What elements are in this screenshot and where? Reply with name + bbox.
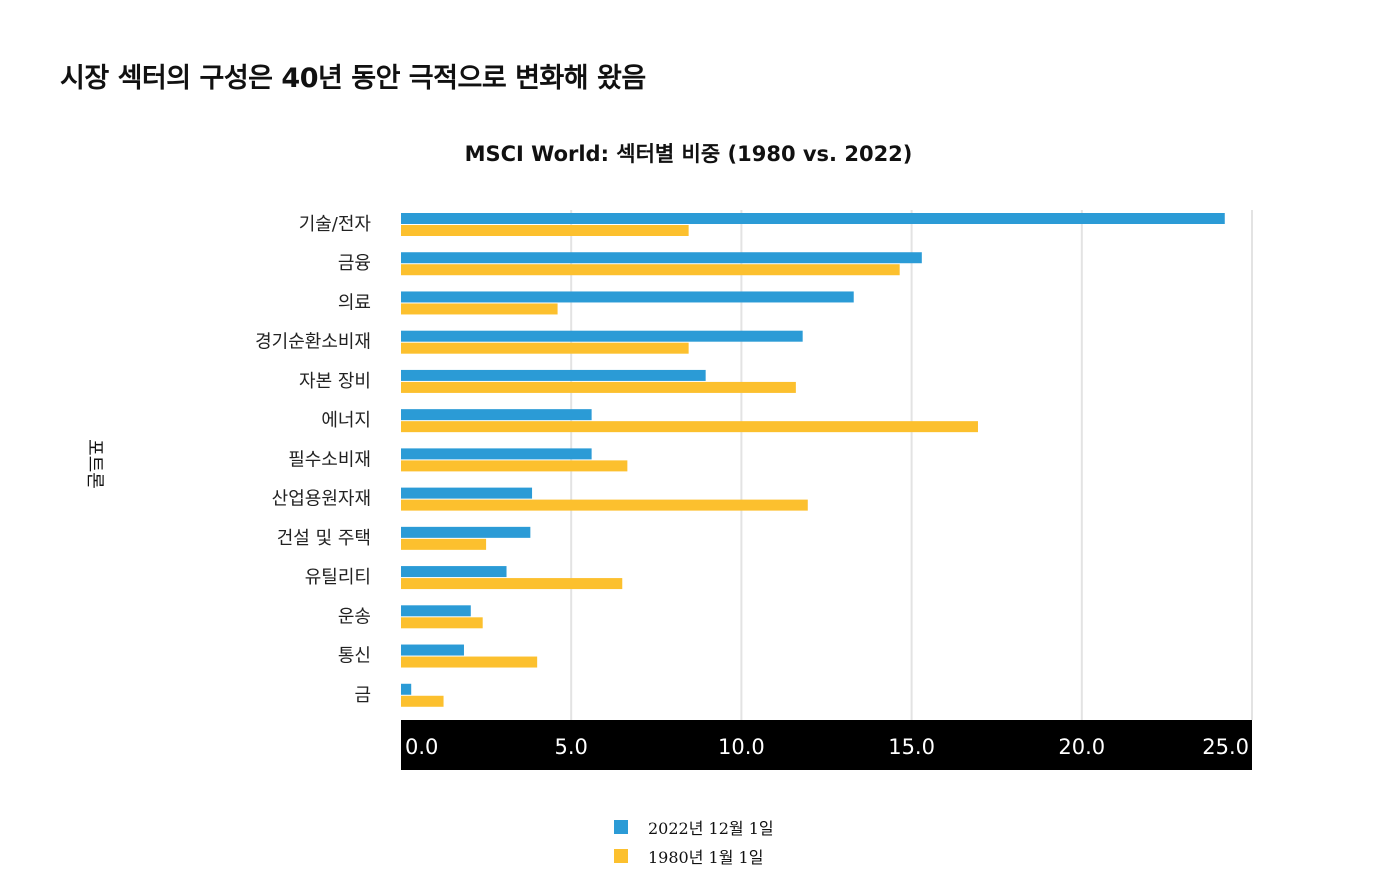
bar [401, 421, 978, 433]
bar [401, 683, 412, 695]
bar [401, 252, 922, 264]
bar [401, 538, 487, 550]
bar [401, 566, 507, 578]
page-title: 시장 섹터의 구성은 40년 동안 극적으로 변화해 왔음 [60, 63, 646, 94]
legend-swatch-1980 [614, 848, 628, 863]
bar [401, 460, 628, 472]
bar [401, 291, 854, 303]
category-label: 자본 장비 [299, 371, 371, 392]
bar [401, 578, 623, 590]
x-tick-label: 20.0 [1058, 735, 1105, 759]
x-tick-label: 10.0 [718, 735, 765, 759]
bar [401, 487, 533, 499]
bar [401, 409, 592, 421]
bar [401, 303, 558, 315]
bar [401, 225, 689, 236]
bars [401, 213, 1225, 707]
bar [401, 499, 808, 511]
legend-item-1980: 1980년 1월 1일 [614, 841, 774, 870]
legend: 2022년 12월 1일 1980년 1월 1일 [614, 812, 774, 870]
category-label: 필수소비재 [288, 449, 371, 470]
x-tick-label: 0.0 [405, 735, 438, 759]
bar [401, 330, 803, 342]
x-tick-label: 25.0 [1202, 735, 1249, 759]
legend-label-2022: 2022년 12월 1일 [648, 818, 774, 838]
legend-label-1980: 1980년 1월 1일 [648, 847, 764, 867]
category-label: 금 [354, 685, 371, 706]
category-label: 운송 [338, 606, 371, 627]
category-label: 의료 [338, 292, 371, 313]
bar [401, 656, 538, 668]
x-tick-label: 5.0 [554, 735, 587, 759]
bar [401, 448, 592, 460]
category-label: 기술/전자 [299, 214, 372, 235]
category-label: 에너지 [321, 410, 371, 431]
category-label: 산업용원자재 [272, 489, 371, 510]
category-label: 건설 및 주택 [277, 528, 371, 549]
bar [401, 369, 706, 381]
bar [401, 213, 1225, 224]
legend-item-2022: 2022년 12월 1일 [614, 812, 774, 841]
gridlines [570, 210, 1253, 720]
bar [401, 605, 471, 617]
bar [401, 526, 531, 538]
x-axis-band [401, 720, 1252, 770]
bar [401, 644, 464, 656]
category-label: 경기순환소비재 [255, 332, 371, 353]
x-axis: 0.0 5.0 10.0 15.0 20.0 25.0 [401, 720, 1252, 770]
bar [401, 381, 796, 393]
bar [401, 617, 483, 629]
category-label: 유틸리티 [305, 567, 371, 588]
category-label: 통신 [338, 646, 371, 667]
category-label: 금융 [338, 253, 371, 274]
x-tick-label: 15.0 [888, 735, 935, 759]
bar [401, 695, 444, 707]
chart-title: MSCI World: 섹터별 비중 (1980 vs. 2022) [464, 142, 913, 166]
bar [401, 264, 900, 276]
legend-swatch-2022 [614, 819, 628, 834]
bar [401, 342, 689, 354]
